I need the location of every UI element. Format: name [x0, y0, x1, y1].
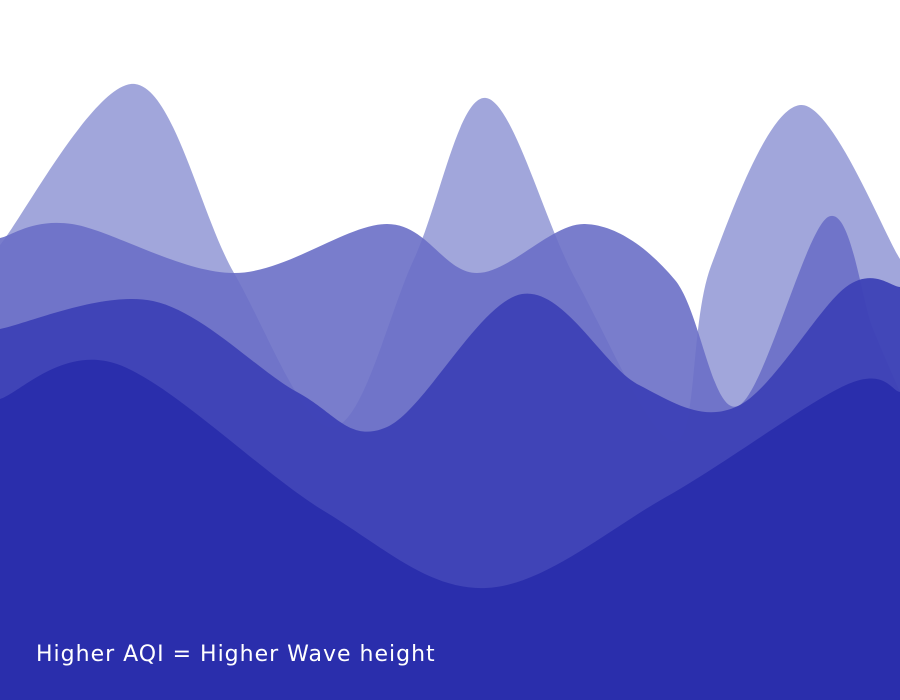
chart-caption: Higher AQI = Higher Wave height — [36, 642, 436, 667]
wave-area-4 — [0, 359, 900, 700]
